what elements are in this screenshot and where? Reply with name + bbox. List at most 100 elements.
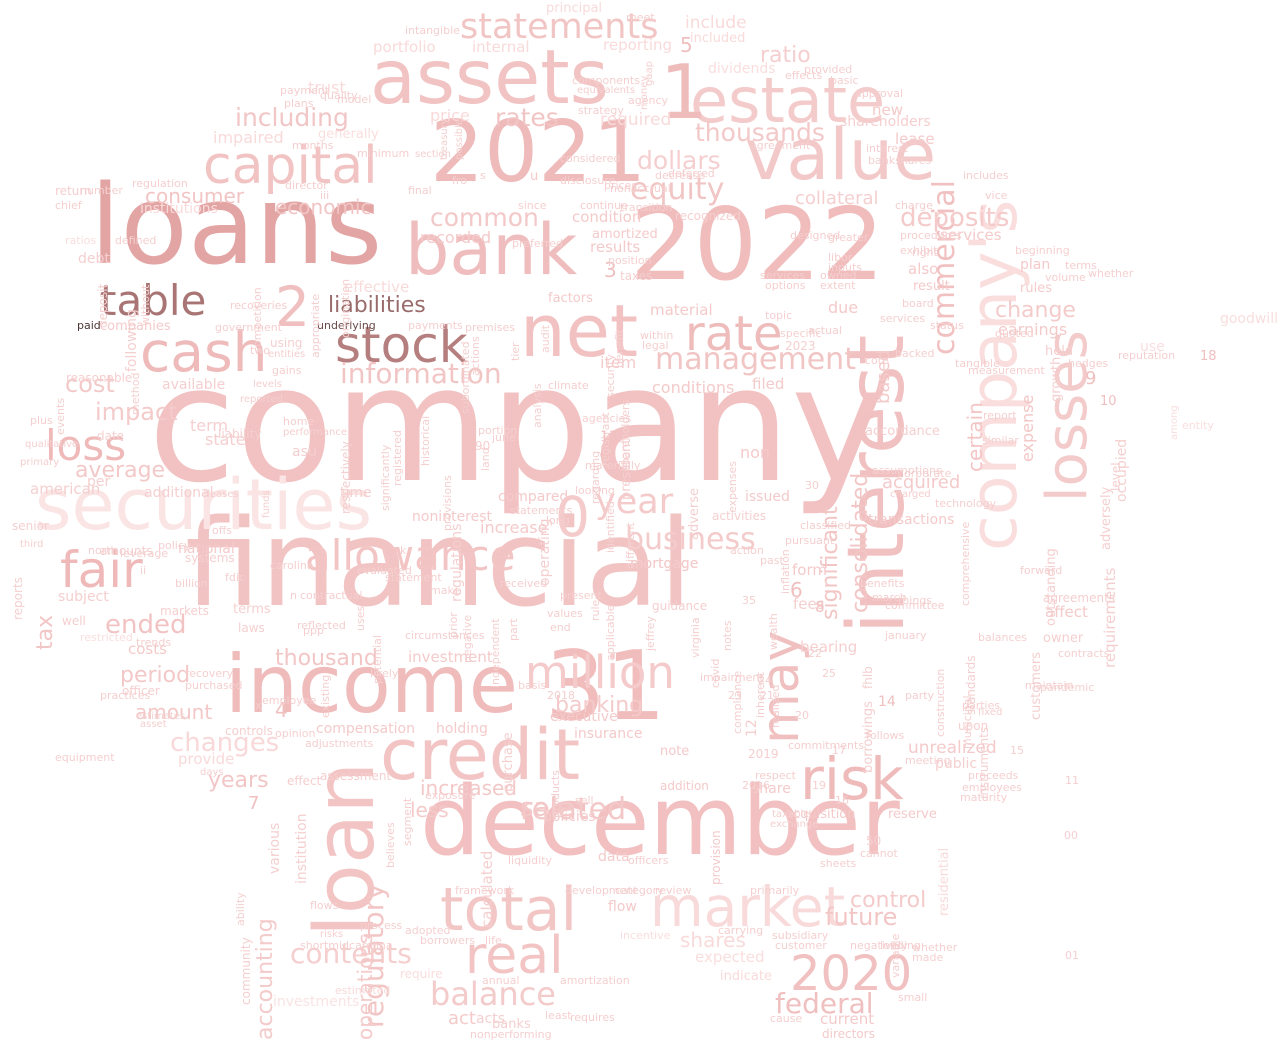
word-portion: portion [478,424,518,437]
word-credit: credit [380,714,581,796]
word-american: american [30,480,101,498]
word-include: include [685,13,747,33]
word-unrealized: unrealized [908,738,997,758]
word-reputation: reputation [1118,349,1176,362]
word-rules: rules [1020,281,1052,296]
word-12: 12 [744,718,760,737]
word-segment: segment [401,797,414,847]
word-addition: addition [660,779,709,793]
word-amortized: amortized [592,227,658,242]
word-period: period [120,663,191,688]
word-total: total [440,875,578,945]
word-opinion: opinion [275,727,316,740]
word-21: 21 [760,689,774,702]
word-purchased: purchased [185,679,243,692]
word-6: 6 [790,578,803,602]
word-assumptions: assumptions [872,464,942,477]
word-continue: continue [580,199,628,212]
word-number: number [80,184,123,197]
word-shortmidcarolina: shortmidcarolina [300,939,393,952]
word-accounting: accounting [253,918,278,1040]
word-primarily: primarily [750,884,800,897]
word-policies: policies [543,809,596,825]
word-land: land [479,447,492,472]
word-acquisition: acquisition [785,807,856,822]
word-accordance: accordance [865,424,940,439]
word-table: table [100,276,207,325]
word-impairment: impairment [700,671,764,684]
word-liabilities: liabilities [328,293,426,318]
word-present: present [560,589,602,602]
word-exchange: exchange [770,819,819,830]
word-million: million [525,646,675,699]
word-considered: considered [560,152,621,165]
word-exhibit: exhibit [900,244,938,257]
word-time: time [340,485,372,501]
word-50: 50 [866,834,882,848]
word-reports: reports [11,577,25,621]
word-received: received [500,577,548,590]
word-products: products [549,769,562,818]
word-employees: employees [962,781,1023,794]
word-backed: backed [895,347,935,360]
word-18: 18 [1200,349,1217,364]
word-services: services [940,226,1002,244]
word-price: price [430,106,470,125]
word-n: n [290,589,297,602]
word-significantly: significantly [379,444,392,511]
word-disclosure: disclosure [560,174,616,187]
word-01: 01 [1065,949,1079,962]
word-banking: banking [555,693,644,718]
word-rates: rates [495,103,559,132]
word-strategy: strategy [578,104,624,117]
word-fro: fro [452,174,467,187]
word-increased: increased [420,776,517,800]
word-economic: economic [275,195,372,219]
word-average: average [75,458,166,483]
word-business: business [625,522,756,557]
word-income: income [225,638,519,731]
word-committee: committee [885,599,945,612]
word-officers: officers [628,854,669,867]
word-shares: shares [680,928,746,952]
word-meet: meet [626,11,655,24]
word-information: information [340,357,502,390]
word-nonperforming: nonperforming [470,1028,552,1041]
word-evaluated: evaluated [357,564,412,577]
word-result: result [913,279,950,294]
word-debt: debt [78,251,110,267]
word-customer: customer [775,939,827,952]
word-increase: increase [480,518,548,537]
word-status: status [930,319,964,332]
word-agreements: agreements [1043,591,1116,605]
word-23: 23 [728,689,742,702]
word-amount: amount [135,700,213,724]
word-march: march [872,591,907,604]
word-borrowers: borrowers [420,934,476,947]
word-comprehensive: comprehensive [959,521,972,606]
word-category: category [615,884,664,897]
word-effective: effective [344,278,410,296]
word-assets: assets [370,33,609,121]
word-expected: expected [695,948,765,966]
word-required: required [600,110,672,130]
word-due: due [828,298,859,317]
word-qualitative: qualitative [25,439,79,450]
word-deposits: deposits [900,203,1010,233]
word-follows: follows [866,729,905,742]
word-leases: leases [207,489,239,500]
word-institution: institution [294,813,310,885]
word-practices: practices [100,689,151,702]
word-0: 0 [555,485,590,549]
word-december: december [420,767,900,877]
word-cash: cash [140,320,268,384]
word-lending: lending [880,939,921,952]
word-fixed: fixed [978,707,1003,718]
word-employee: employee [262,694,317,707]
word-months: months [292,139,334,152]
word-securities: securities [35,464,373,546]
word-libor: libor [828,251,853,264]
word-effects: effects [785,69,823,82]
word-climate: climate [548,379,589,392]
